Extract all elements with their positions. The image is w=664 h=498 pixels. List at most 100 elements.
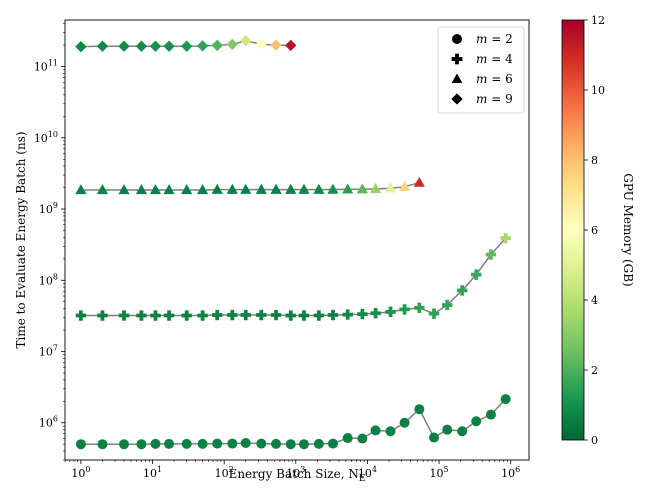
- data-point: [212, 309, 223, 321]
- data-point: [370, 307, 381, 319]
- data-point: [75, 41, 87, 53]
- x-tick-label: 101: [143, 465, 162, 480]
- colorbar-tick-label: 4: [591, 294, 598, 307]
- data-point: [227, 309, 238, 321]
- data-point: [197, 438, 208, 449]
- data-point: [298, 183, 310, 194]
- data-point: [136, 310, 147, 321]
- legend: m = 2 m = 4 m = 6 m = 9: [437, 26, 525, 114]
- data-point: [240, 309, 251, 321]
- colorbar-tick-label: 12: [591, 14, 605, 27]
- x-tick-label: 102: [215, 465, 234, 480]
- y-axis-title: Time to Evaluate Energy Batch (ns): [14, 131, 28, 348]
- x-axis-title: Energy Batch Size, NE: [229, 467, 366, 484]
- data-point: [211, 39, 223, 52]
- y-tick-label: 106: [39, 415, 58, 430]
- data-point: [429, 432, 440, 443]
- data-point: [399, 304, 410, 315]
- data-point: [256, 309, 267, 321]
- y-axis: 106 107 108 109 1010 1011: [34, 23, 65, 461]
- data-point: [456, 285, 468, 296]
- data-point: [285, 310, 296, 321]
- legend-label: m = 6: [476, 72, 513, 86]
- data-point: [370, 182, 382, 194]
- x-tick-label: 100: [71, 465, 90, 480]
- data-point: [385, 426, 396, 437]
- data-point: [327, 309, 339, 321]
- data-point: [342, 433, 353, 444]
- x-tick-label: 105: [430, 465, 449, 480]
- series-plus: [75, 232, 511, 321]
- data-point: [457, 426, 468, 437]
- colorbar-label: GPU Memory (GB): [621, 173, 635, 286]
- data-point: [485, 409, 496, 420]
- series-circle: [75, 394, 511, 450]
- data-point: [313, 438, 324, 449]
- data-point: [255, 183, 267, 194]
- series-diamond: [75, 35, 297, 53]
- data-point: [227, 438, 238, 449]
- data-point: [181, 310, 192, 321]
- data-point: [163, 40, 175, 52]
- data-point: [357, 433, 368, 444]
- y-tick-label: 107: [39, 344, 58, 359]
- data-point: [384, 182, 397, 193]
- data-point: [385, 306, 396, 318]
- data-point: [285, 183, 297, 194]
- data-point: [442, 424, 453, 435]
- data-point: [163, 310, 175, 321]
- y-tick-label: 1011: [34, 59, 58, 74]
- data-point: [414, 404, 425, 415]
- data-point: [164, 438, 175, 449]
- y-tick-label: 108: [39, 272, 58, 287]
- data-point: [270, 39, 282, 51]
- data-point: [240, 35, 252, 47]
- data-point: [226, 183, 238, 194]
- plot-frame: [64, 19, 530, 461]
- data-point: [96, 40, 109, 52]
- data-point: [398, 180, 411, 192]
- data-point: [240, 437, 251, 448]
- data-point: [97, 439, 108, 450]
- data-point: [196, 40, 209, 52]
- colorbar-gradient: [561, 19, 585, 441]
- data-point: [96, 184, 109, 195]
- data-point: [500, 394, 511, 405]
- colorbar-tick-label: 10: [591, 84, 605, 97]
- data-point: [298, 310, 310, 321]
- data-point: [226, 38, 238, 50]
- x-tick-label: 106: [501, 465, 520, 480]
- data-point: [255, 38, 267, 50]
- x-tick-label: 103: [286, 465, 305, 480]
- data-point: [149, 40, 162, 52]
- legend-label: m = 9: [476, 92, 513, 106]
- data-point: [399, 417, 410, 428]
- colorbar-tick-label: 8: [591, 154, 598, 167]
- data-point: [428, 308, 440, 319]
- data-point: [75, 310, 87, 321]
- colorbar: GPU Memory (GB) 0 2 4 6 8 10 12: [561, 14, 635, 447]
- legend-marker-plus: [451, 53, 463, 65]
- series-line: [80, 237, 507, 317]
- data-point: [413, 176, 425, 187]
- y-tick-label: 109: [39, 201, 58, 216]
- data-point: [212, 438, 223, 449]
- data-point: [240, 183, 252, 194]
- x-axis: 100 101 102 103 104 105 106: [64, 460, 520, 480]
- data-point: [118, 184, 130, 195]
- data-point: [298, 439, 309, 450]
- data-point: [414, 302, 425, 314]
- series-layer: [75, 35, 511, 450]
- y-tick-label: 1010: [34, 130, 58, 145]
- data-point: [270, 183, 282, 194]
- data-point: [471, 269, 482, 280]
- data-point: [135, 40, 148, 52]
- data-point: [356, 183, 368, 194]
- data-point: [256, 438, 267, 449]
- data-point: [135, 184, 148, 195]
- data-point: [357, 308, 368, 320]
- data-point: [342, 183, 354, 194]
- data-point: [163, 184, 175, 195]
- data-point: [75, 439, 86, 450]
- data-point: [150, 438, 161, 449]
